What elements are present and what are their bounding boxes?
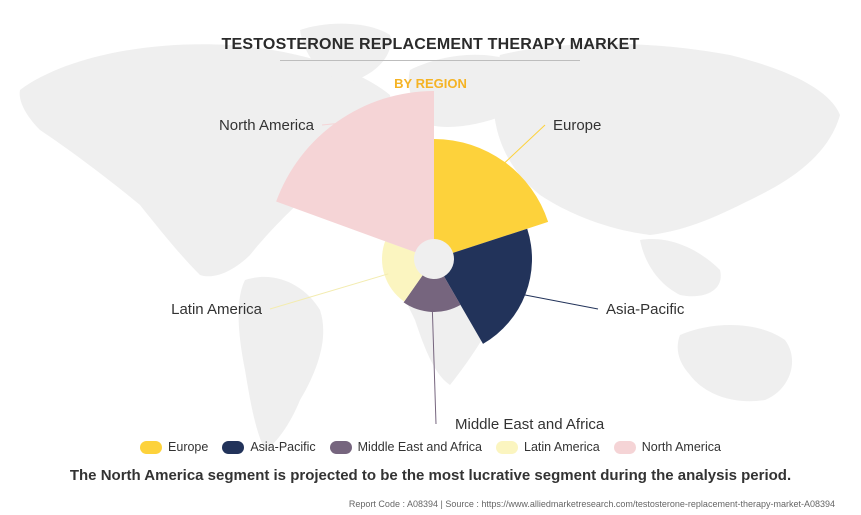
leader-line-asia-pacific: [521, 293, 599, 310]
europe-landmass: [408, 54, 520, 127]
sector-asia-pacific: [444, 228, 532, 344]
legend-swatch-north-america: [613, 440, 636, 454]
australia-landmass: [677, 324, 793, 402]
legend-label-europe: Europe: [168, 440, 209, 454]
data-label-asia-pacific: Asia-Pacific: [606, 301, 685, 318]
leader-line-europe: [501, 124, 546, 166]
legend-label-north-america: North America: [641, 440, 721, 454]
legend-label-asia-pacific: Asia-Pacific: [250, 440, 316, 454]
legend-label-latin-america: Latin America: [524, 440, 600, 454]
report-source-footer: Report Code : A08394 | Source : https://…: [348, 499, 835, 509]
legend-item-middle-east-and-africa: Middle East and Africa: [329, 440, 483, 454]
sector-middle-east-and-africa: [403, 275, 461, 313]
data-label-latin-america: Latin America: [171, 301, 263, 318]
leader-line-middle-east-and-africa: [431, 307, 437, 425]
legend-item-europe: Europe: [140, 440, 208, 454]
legend-item-latin-america: Latin America: [496, 440, 600, 454]
data-label-middle-east-and-africa: Middle East and Africa: [455, 416, 605, 433]
sector-latin-america: [381, 241, 423, 302]
sector-europe: [434, 139, 549, 253]
legend-item-north-america: North America: [613, 440, 721, 454]
chart-legend: Europe Asia-Pacific Middle East and Afri…: [0, 439, 861, 455]
legend-swatch-asia-pacific: [222, 440, 245, 454]
leader-line-north-america: [321, 122, 343, 126]
asia-landmass: [493, 43, 840, 235]
north-america-landmass: [19, 44, 391, 277]
legend-swatch-europe: [140, 440, 163, 454]
southeast-asia-landmass: [640, 239, 721, 297]
greenland-landmass: [300, 23, 391, 82]
data-label-europe: Europe: [553, 117, 601, 134]
title-divider: [280, 60, 580, 61]
chart-title: TESTOSTERONE REPLACEMENT THERAPY MARKET: [221, 36, 640, 53]
data-label-north-america: North America: [219, 117, 315, 134]
legend-item-asia-pacific: Asia-Pacific: [222, 440, 316, 454]
leader-line-latin-america: [269, 273, 389, 310]
south-america-landmass: [238, 276, 324, 450]
chart-subtitle: BY REGION: [394, 76, 467, 91]
legend-swatch-middle-east-and-africa: [329, 440, 352, 454]
chart-caption: The North America segment is projected t…: [69, 467, 792, 484]
sector-north-america: [276, 91, 434, 253]
legend-label-middle-east-and-africa: Middle East and Africa: [357, 440, 483, 454]
legend-swatch-latin-america: [496, 440, 519, 454]
